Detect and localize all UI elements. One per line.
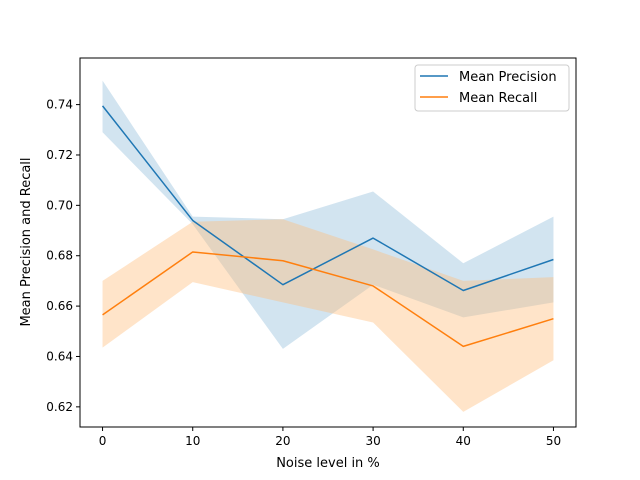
y-tick-label: 0.68 [46, 249, 73, 263]
legend-label-precision: Mean Precision [459, 70, 557, 85]
x-tick-label: 50 [546, 434, 561, 448]
x-tick-label: 0 [99, 434, 107, 448]
legend: Mean Precision Mean Recall [414, 64, 570, 112]
plot-area-frame [79, 57, 577, 428]
band-recall [102, 219, 554, 412]
x-tick-label: 20 [275, 434, 290, 448]
series-lines [101, 105, 554, 348]
y-axis-ticks: 0.62 0.64 0.66 0.68 0.70 0.72 0.74 [46, 98, 80, 414]
legend-label-recall: Mean Recall [459, 91, 537, 106]
y-tick-label: 0.72 [46, 148, 73, 162]
confidence-bands [102, 80, 554, 412]
x-tick-label: 40 [456, 434, 471, 448]
x-axis-label: Noise level in % [276, 456, 380, 471]
legend-frame [414, 64, 570, 112]
x-tick-label: 10 [185, 434, 200, 448]
x-axis-ticks: 0 10 20 30 40 50 [99, 427, 561, 448]
y-axis-label: Mean Precision and Recall [19, 157, 34, 326]
x-tick-label: 30 [365, 434, 380, 448]
y-tick-label: 0.70 [46, 198, 73, 212]
y-tick-label: 0.64 [46, 349, 73, 363]
band-precision [102, 80, 554, 349]
line-precision [101, 105, 554, 292]
line-recall [102, 251, 554, 348]
y-tick-label: 0.74 [46, 98, 73, 112]
y-tick-label: 0.62 [46, 400, 73, 414]
y-tick-label: 0.66 [46, 299, 73, 313]
